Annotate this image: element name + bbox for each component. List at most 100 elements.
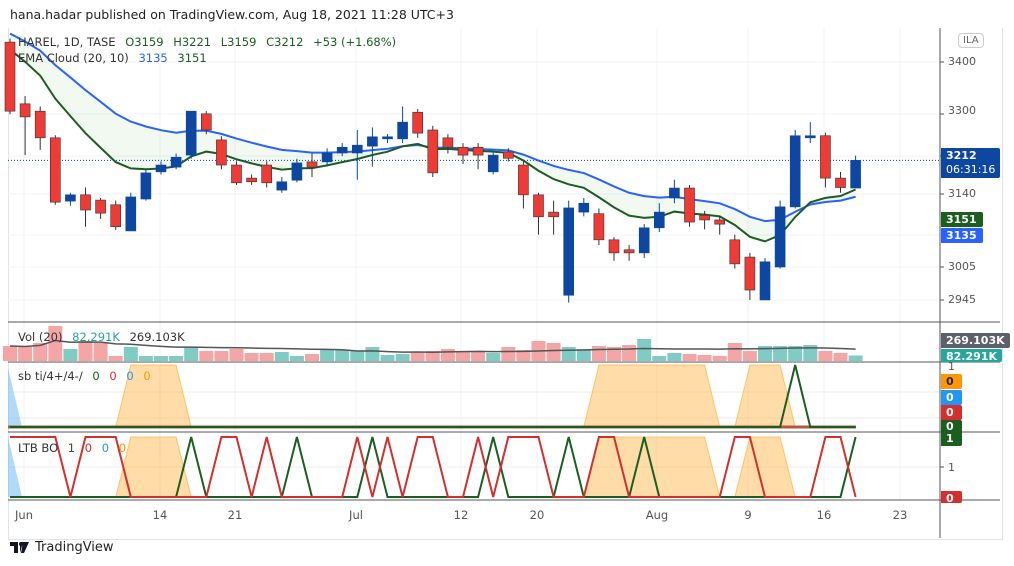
candle-body: [382, 136, 393, 140]
candle-body: [653, 211, 665, 229]
volume-bar: [18, 347, 33, 361]
candle-body: [65, 194, 76, 202]
volume-bar: [425, 351, 440, 361]
ltb-label: LTB BO: [18, 441, 59, 455]
volume-bar: [591, 346, 606, 361]
price-tick: 3400: [948, 55, 976, 68]
volume-bar: [546, 343, 561, 361]
sb-tag-orange: 0: [941, 374, 962, 389]
sb-label: sb ti/4+/4-/: [18, 369, 83, 383]
candle-body: [125, 196, 137, 232]
price-tick: 2945: [948, 293, 976, 306]
ohlc-change: +53 (+1.68%): [313, 35, 397, 49]
volume-bar: [154, 356, 168, 361]
volume-bar: [108, 356, 123, 361]
volume-bar: [456, 351, 470, 361]
candle-body: [216, 139, 227, 166]
volume-bar: [848, 355, 863, 361]
candle-body: [502, 151, 514, 159]
sb-val-0: 0: [92, 369, 100, 383]
candle-body: [155, 164, 167, 173]
volume-bar: [3, 346, 17, 361]
sb-orange-area: [734, 364, 796, 428]
volume-bar: [410, 353, 425, 361]
ema-fast-tag: 3151: [941, 212, 983, 227]
sb-tag-red: 0: [941, 405, 962, 420]
candle-body: [563, 207, 575, 296]
ema-legend[interactable]: EMA Cloud (20, 10) 3135 3151: [18, 51, 213, 65]
volume-ma-line: [9, 339, 856, 353]
candle-body: [608, 239, 620, 254]
candle-body: [34, 110, 46, 139]
candle-body: [774, 206, 786, 268]
volume-bar: [395, 354, 410, 361]
candle-body: [744, 256, 756, 291]
date-label: 21: [227, 508, 243, 522]
sb-legend[interactable]: sb ti/4+/4-/ 0 0 0 0: [18, 369, 157, 383]
symbol-legend[interactable]: HAREL, 1D, TASE O3159 H3221 L3159 C3212 …: [18, 35, 402, 49]
candle-body: [548, 211, 559, 218]
candle-body: [95, 199, 106, 214]
volume-bar: [440, 349, 455, 361]
volume-bar: [214, 351, 229, 361]
ohlc-low: L3159: [220, 35, 257, 49]
volume-bar: [682, 354, 697, 361]
volume-bar: [169, 356, 184, 361]
candle-body: [623, 249, 635, 254]
ltb-blue-area: [8, 437, 22, 497]
candle-body: [804, 135, 816, 139]
volume-bar: [471, 351, 486, 361]
date-label: 14: [152, 508, 168, 522]
volume-bar: [727, 343, 742, 361]
candle-body: [533, 194, 544, 218]
sb-blue-area: [8, 368, 22, 427]
currency-badge[interactable]: ILA: [958, 33, 984, 48]
ema-value-slow: 3135: [138, 51, 168, 65]
volume-bar: [833, 353, 848, 361]
sb-tag-blue: 0: [941, 390, 962, 405]
candle-body: [291, 162, 303, 181]
ltb-legend[interactable]: LTB BO 1 0 0 0: [18, 441, 132, 455]
volume-bar: [742, 351, 757, 361]
candle-body: [261, 164, 273, 184]
candle-body: [835, 177, 846, 188]
candle-body: [593, 213, 605, 241]
candle-body: [850, 160, 861, 189]
last-price-tag: 3212 06:31:16: [941, 148, 1001, 178]
candle-body: [638, 227, 650, 254]
candle-body: [246, 177, 257, 183]
candle-body: [110, 204, 121, 228]
bar-countdown: 06:31:16: [946, 163, 996, 176]
tradingview-logo[interactable]: TradingView: [10, 540, 114, 555]
candle-body: [820, 135, 831, 179]
date-label: Jul: [349, 508, 363, 522]
date-label: Jun: [15, 508, 33, 522]
ltb-tag-red: 0: [941, 491, 962, 503]
price-tick: 3140: [948, 187, 976, 200]
volume-bar: [637, 339, 652, 361]
chart-frame[interactable]: [8, 28, 1003, 540]
volume-legend[interactable]: Vol (20) 82.291K 269.103K: [18, 330, 191, 344]
candle-body: [4, 41, 16, 112]
volume-bar: [365, 347, 380, 361]
candle-body: [684, 187, 695, 223]
price-tick: 3005: [948, 260, 976, 273]
ltb-axis-mid: 1: [948, 461, 955, 474]
volume-bar: [501, 347, 516, 361]
candle-body: [427, 129, 439, 174]
candle-body: [321, 152, 333, 163]
sb-orange-area: [583, 364, 721, 428]
candle-body: [231, 164, 242, 184]
volume-bar: [199, 351, 214, 361]
volume-bar: [78, 341, 93, 361]
ohlc-open: O3159: [125, 35, 164, 49]
volume-bar: [667, 353, 682, 361]
volume-bar: [576, 349, 591, 361]
symbol-name: HAREL, 1D, TASE: [18, 35, 116, 49]
volume-bar: [48, 326, 63, 361]
volume-bar: [622, 345, 637, 361]
vol-value: 82.291K: [72, 330, 120, 344]
volume-bar: [773, 346, 788, 361]
candle-body: [80, 194, 91, 211]
